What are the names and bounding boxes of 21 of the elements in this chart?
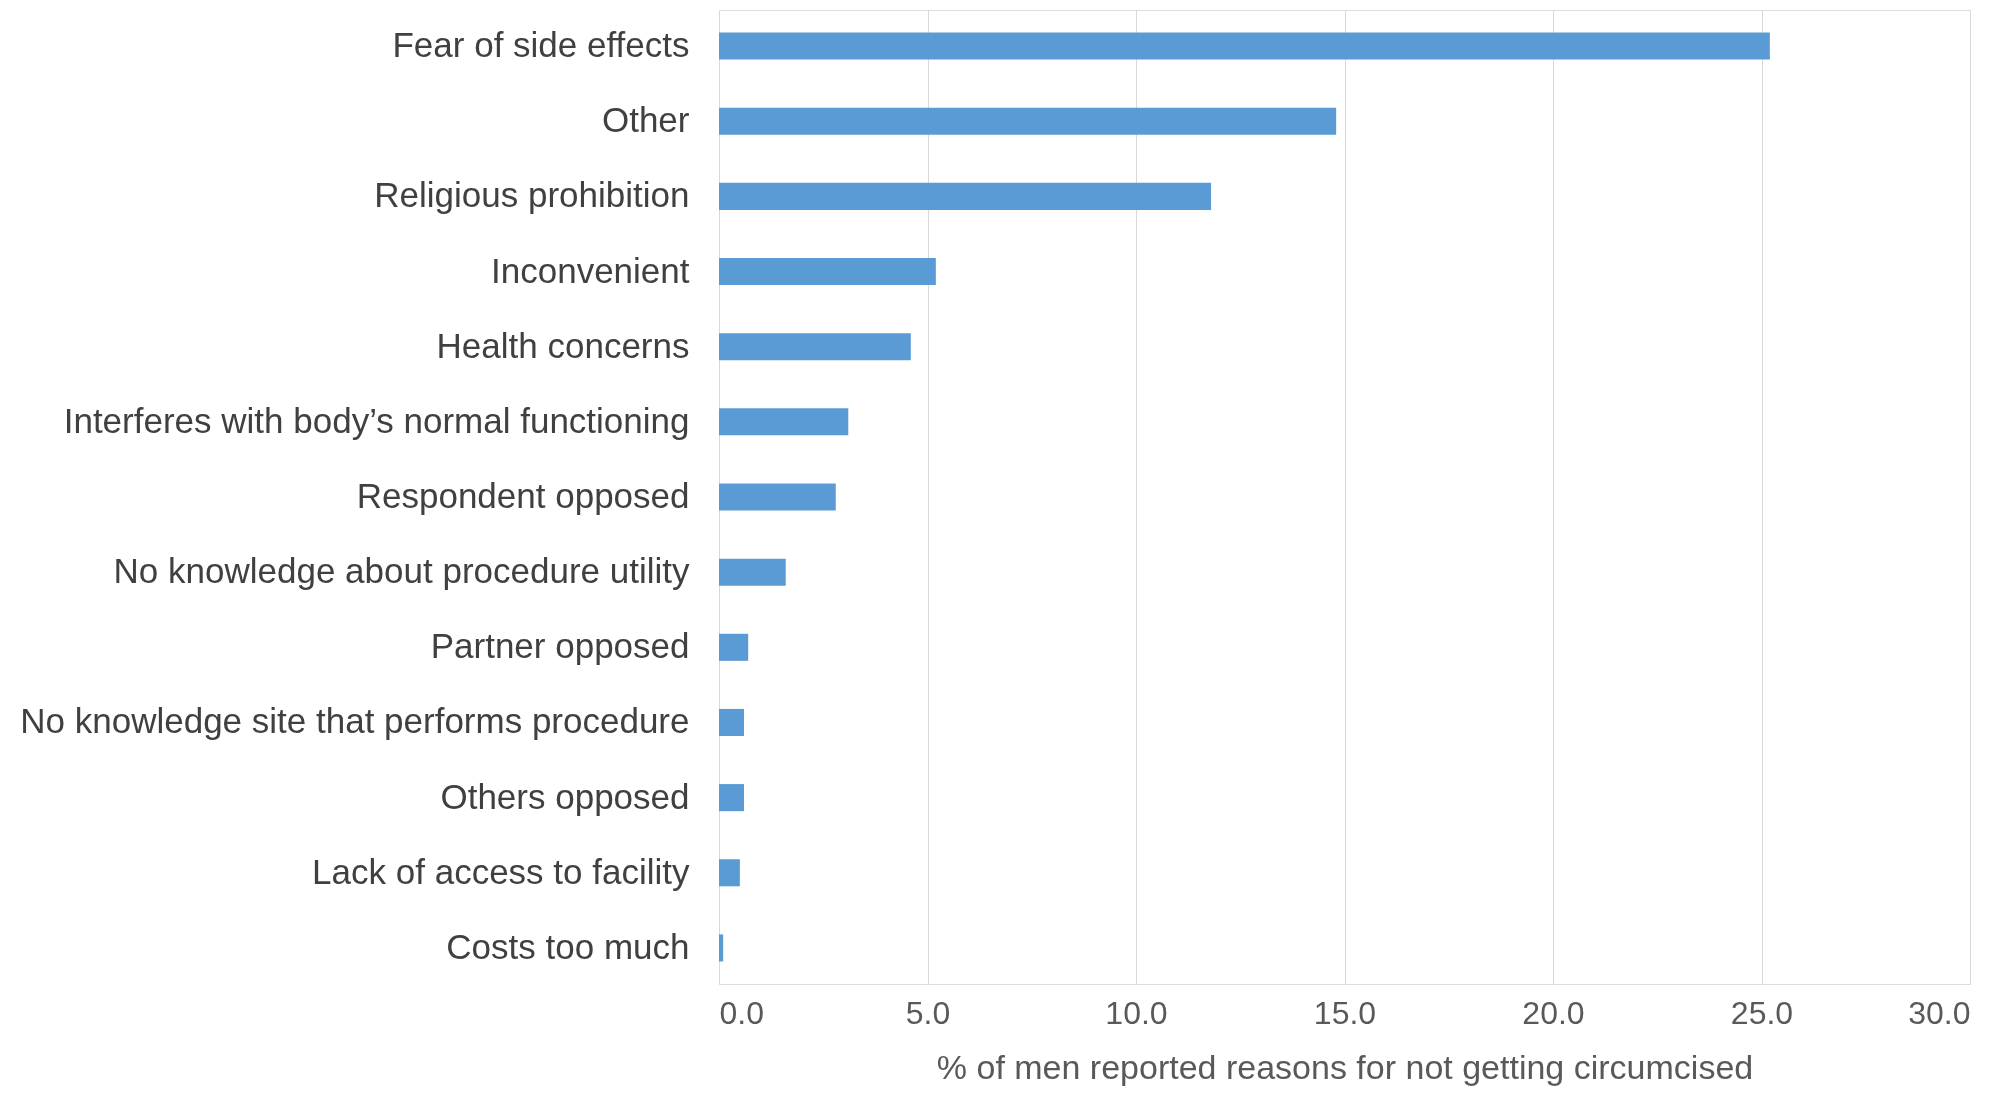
y-tick-label: Respondent opposed bbox=[356, 476, 690, 515]
x-tick-label: 20.0 bbox=[1522, 994, 1585, 1031]
x-tick-label: 25.0 bbox=[1730, 994, 1794, 1031]
x-axis-title: % of men reported reasons for not getting circumcised bbox=[936, 1047, 1754, 1086]
x-tick-label: 5.0 bbox=[905, 994, 951, 1031]
x-tick-label: 10.0 bbox=[1105, 994, 1168, 1031]
y-tick-label: Lack of access to facility bbox=[312, 851, 690, 891]
y-tick-label: No knowledge site that performs procedure bbox=[20, 701, 690, 741]
y-tick-label: No knowledge about procedure utility bbox=[113, 551, 690, 591]
y-tick-label: Health concerns bbox=[436, 325, 690, 365]
y-tick-label: Inconvenient bbox=[491, 250, 690, 290]
y-tick-label: Religious prohibition bbox=[374, 175, 690, 215]
y-tick-label: Fear of side effects bbox=[392, 25, 690, 65]
x-tick-label: 0.0 bbox=[719, 994, 764, 1031]
y-tick-label: Partner opposed bbox=[430, 626, 690, 666]
y-tick-label: Others opposed bbox=[440, 776, 690, 816]
y-tick-label: Costs too much bbox=[446, 926, 690, 966]
x-tick-label: 15.0 bbox=[1313, 994, 1377, 1031]
y-tick-label: Other bbox=[601, 100, 690, 140]
y-tick-label: Interferes with body’s normal functioning bbox=[63, 400, 690, 440]
x-tick-label: 30.0 bbox=[1908, 994, 1971, 1031]
